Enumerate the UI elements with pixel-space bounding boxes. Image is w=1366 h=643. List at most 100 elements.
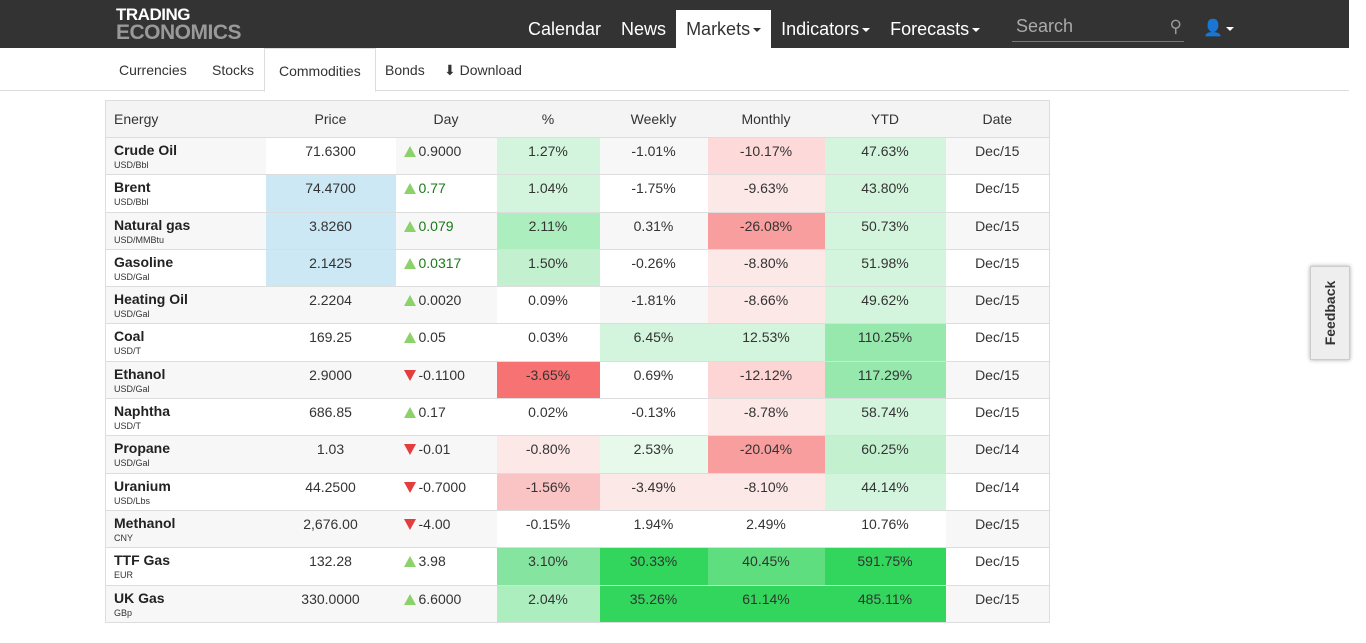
logo[interactable]: TRADING ECONOMICS <box>116 5 242 44</box>
day-change-cell: 0.05 <box>395 323 497 362</box>
commodity-name-cell[interactable]: Heating Oil USD/Gal <box>105 286 266 324</box>
weekly-cell: -0.13% <box>599 398 708 436</box>
triangle-up-icon <box>403 332 416 344</box>
commodity-unit: GBp <box>114 607 133 618</box>
ytd-cell: 51.98% <box>824 248 946 287</box>
triangle-down-icon <box>403 481 416 493</box>
date-cell: Dec/15 <box>945 286 1050 324</box>
tab-currencies[interactable]: Currencies <box>119 62 187 78</box>
table-row[interactable]: Crude Oil USD/Bbl 71.6300 0.9000 1.27% -1… <box>105 136 1050 175</box>
day-change-cell: -0.01 <box>395 435 497 474</box>
commodity-name[interactable]: Propane <box>114 440 171 457</box>
ytd-cell: 43.80% <box>824 174 946 213</box>
column-header[interactable]: Date <box>945 100 1050 138</box>
commodity-name[interactable]: Ethanol <box>114 365 166 382</box>
nav-forecasts[interactable]: Forecasts <box>880 10 990 48</box>
commodity-name-cell[interactable]: Natural gas USD/MMBtu <box>105 211 266 250</box>
column-header[interactable]: YTD <box>824 100 946 138</box>
commodity-name-cell[interactable]: TTF Gas EUR <box>105 547 266 586</box>
percent-cell: 1.04% <box>496 174 600 213</box>
tab-stocks[interactable]: Stocks <box>212 62 255 78</box>
percent-cell: -0.80% <box>496 435 600 474</box>
nav-indicators[interactable]: Indicators <box>771 10 880 48</box>
main-nav: Calendar News Markets Indicators Forecasts <box>518 10 990 48</box>
price-cell: 2.1425 <box>265 248 396 287</box>
commodity-name[interactable]: Naphtha <box>114 403 170 420</box>
day-change-cell: -0.7000 <box>395 472 497 511</box>
user-icon: 👤 <box>1203 20 1223 37</box>
table-row[interactable]: Uranium USD/Lbs 44.2500 -0.7000 -1.56% -3… <box>105 472 1050 511</box>
nav-news[interactable]: News <box>621 19 667 39</box>
commodity-name[interactable]: UK Gas <box>114 589 165 606</box>
feedback-button[interactable]: Feedback <box>1310 266 1350 360</box>
commodity-name[interactable]: Natural gas <box>114 216 191 233</box>
percent-cell: 1.27% <box>496 136 600 175</box>
percent-cell: 1.50% <box>496 248 600 287</box>
table-row[interactable]: Ethanol USD/Gal 2.9000 -0.1100 -3.65% 0.6… <box>105 360 1050 399</box>
table-row[interactable]: Naphtha USD/T 686.85 0.17 0.02% -0.13% -8… <box>105 398 1050 436</box>
commodity-name[interactable]: Brent <box>114 179 151 196</box>
column-header[interactable]: % <box>496 100 600 138</box>
column-header[interactable]: Day <box>395 100 497 138</box>
table-row[interactable]: Propane USD/Gal 1.03 -0.01 -0.80% 2.53% -… <box>105 435 1050 474</box>
commodity-name-cell[interactable]: UK Gas GBp <box>105 584 266 623</box>
commodity-unit: USD/Bbl <box>114 160 149 170</box>
table-row[interactable]: Gasoline USD/Gal 2.1425 0.0317 1.50% -0.2… <box>105 248 1050 287</box>
percent-cell: 0.03% <box>496 323 600 362</box>
commodity-name-cell[interactable]: Crude Oil USD/Bbl <box>105 136 266 175</box>
date-cell: Dec/15 <box>945 174 1050 213</box>
commodity-unit: CNY <box>114 532 134 543</box>
commodity-name-cell[interactable]: Naphtha USD/T <box>105 398 266 436</box>
column-header[interactable]: Weekly <box>599 100 708 138</box>
commodity-name-cell[interactable]: Brent USD/Bbl <box>105 174 266 213</box>
search-icon[interactable]: ⚲ <box>1169 17 1182 36</box>
ytd-cell: 49.62% <box>824 286 946 324</box>
commodity-name[interactable]: Crude Oil <box>114 142 178 158</box>
column-header[interactable]: Price <box>265 100 396 138</box>
commodity-name[interactable]: Gasoline <box>114 253 174 270</box>
nav-calendar[interactable]: Calendar <box>528 19 602 39</box>
tab-commodities[interactable]: Commodities <box>264 48 376 92</box>
weekly-cell: -3.49% <box>599 472 708 511</box>
commodity-name-cell[interactable]: Methanol CNY <box>105 509 266 548</box>
download-button[interactable]: ⬇ Download <box>444 62 522 78</box>
commodity-name[interactable]: Heating Oil <box>114 291 188 308</box>
ytd-cell: 110.25% <box>824 323 946 362</box>
table-row[interactable]: Brent USD/Bbl 74.4700 0.77 1.04% -1.75% -… <box>105 174 1050 213</box>
commodity-name[interactable]: Coal <box>114 328 145 345</box>
triangle-up-icon <box>403 556 416 568</box>
commodity-name[interactable]: Uranium <box>114 477 171 494</box>
price-cell: 74.4700 <box>265 174 396 213</box>
day-change-cell: 6.6000 <box>395 584 497 623</box>
column-header[interactable]: Energy <box>105 100 266 138</box>
user-menu[interactable]: 👤 <box>1203 18 1234 38</box>
nav-markets[interactable]: Markets <box>676 10 772 48</box>
table-row[interactable]: Heating Oil USD/Gal 2.2204 0.0020 0.09% -… <box>105 286 1050 324</box>
commodity-name-cell[interactable]: Gasoline USD/Gal <box>105 248 266 287</box>
table-row[interactable]: Coal USD/T 169.25 0.05 0.03% 6.45% 12.53%… <box>105 323 1050 362</box>
date-cell: Dec/15 <box>945 136 1050 175</box>
percent-cell: 2.04% <box>496 584 600 623</box>
table-row[interactable]: UK Gas GBp 330.0000 6.6000 2.04% 35.26% 6… <box>105 584 1050 623</box>
monthly-cell: 2.49% <box>707 509 825 548</box>
commodity-name[interactable]: TTF Gas <box>114 552 171 569</box>
date-cell: Dec/15 <box>945 211 1050 250</box>
day-change-cell: 0.0020 <box>395 286 497 324</box>
commodity-unit: USD/Gal <box>114 383 150 394</box>
column-header[interactable]: Monthly <box>707 100 825 138</box>
commodity-name[interactable]: Methanol <box>114 514 176 531</box>
table-row[interactable]: Methanol CNY 2,676.00 -4.00 -0.15% 1.94% … <box>105 509 1050 548</box>
price-cell: 1.03 <box>265 435 396 474</box>
table-row[interactable]: Natural gas USD/MMBtu 3.8260 0.079 2.11% … <box>105 211 1050 250</box>
table-row[interactable]: TTF Gas EUR 132.28 3.98 3.10% 30.33% 40.4… <box>105 547 1050 586</box>
tab-bonds[interactable]: Bonds <box>385 62 425 78</box>
price-cell: 132.28 <box>265 547 396 586</box>
commodity-name-cell[interactable]: Ethanol USD/Gal <box>105 360 266 399</box>
commodity-name-cell[interactable]: Propane USD/Gal <box>105 435 266 474</box>
commodity-name-cell[interactable]: Coal USD/T <box>105 323 266 362</box>
commodity-name-cell[interactable]: Uranium USD/Lbs <box>105 472 266 511</box>
search-input[interactable]: Search ⚲ <box>1012 16 1184 42</box>
day-change-cell: -0.1100 <box>395 360 497 399</box>
triangle-up-icon <box>403 257 416 269</box>
date-cell: Dec/15 <box>945 360 1050 399</box>
